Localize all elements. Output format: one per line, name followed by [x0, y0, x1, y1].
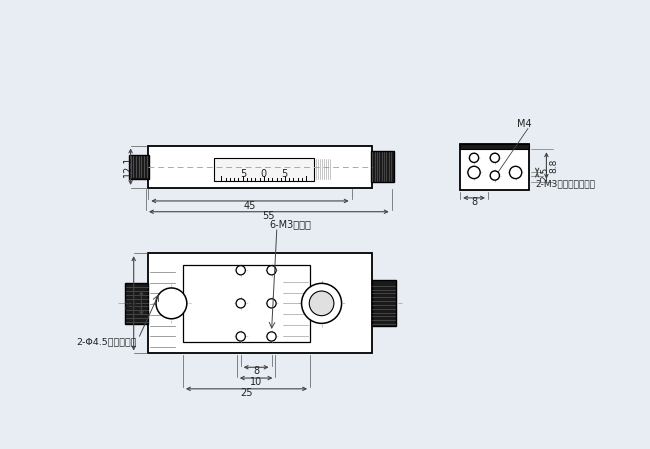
Text: 20: 20 — [125, 297, 135, 309]
Bar — [148, 253, 372, 353]
Circle shape — [236, 299, 245, 308]
Circle shape — [468, 166, 480, 179]
Text: 55: 55 — [263, 211, 275, 221]
Text: 5: 5 — [240, 169, 246, 179]
Circle shape — [236, 266, 245, 275]
Bar — [125, 282, 148, 324]
Circle shape — [267, 266, 276, 275]
Bar — [183, 265, 310, 342]
Circle shape — [236, 332, 245, 341]
Text: 12.1: 12.1 — [123, 156, 133, 177]
Text: 10: 10 — [250, 377, 262, 387]
Circle shape — [490, 171, 499, 180]
Text: 8.8: 8.8 — [550, 158, 558, 173]
Bar — [372, 280, 396, 326]
Text: 8: 8 — [253, 366, 259, 376]
Circle shape — [156, 288, 187, 319]
Circle shape — [309, 291, 334, 316]
Text: 8: 8 — [471, 198, 477, 207]
Circle shape — [510, 166, 522, 179]
Text: 25: 25 — [240, 387, 253, 398]
Bar — [460, 144, 530, 190]
Circle shape — [469, 153, 478, 163]
Text: 0: 0 — [261, 169, 267, 179]
Text: 2.5: 2.5 — [540, 167, 549, 181]
Bar — [460, 144, 530, 150]
Text: 8: 8 — [128, 300, 138, 306]
Circle shape — [490, 153, 499, 163]
Circle shape — [302, 283, 342, 323]
Bar — [214, 158, 314, 181]
Text: 45: 45 — [244, 201, 256, 211]
Bar — [371, 151, 394, 182]
Circle shape — [267, 332, 276, 341]
Text: 2-M3垂直使用固定孔: 2-M3垂直使用固定孔 — [536, 180, 595, 189]
Bar — [148, 145, 372, 188]
Circle shape — [267, 299, 276, 308]
Text: M4: M4 — [517, 119, 532, 129]
Text: 5: 5 — [281, 169, 288, 179]
Text: 6-M3安装孔: 6-M3安装孔 — [270, 219, 312, 229]
Text: 2-Φ4.5水平固定孔: 2-Φ4.5水平固定孔 — [76, 337, 136, 346]
Bar — [129, 155, 149, 179]
